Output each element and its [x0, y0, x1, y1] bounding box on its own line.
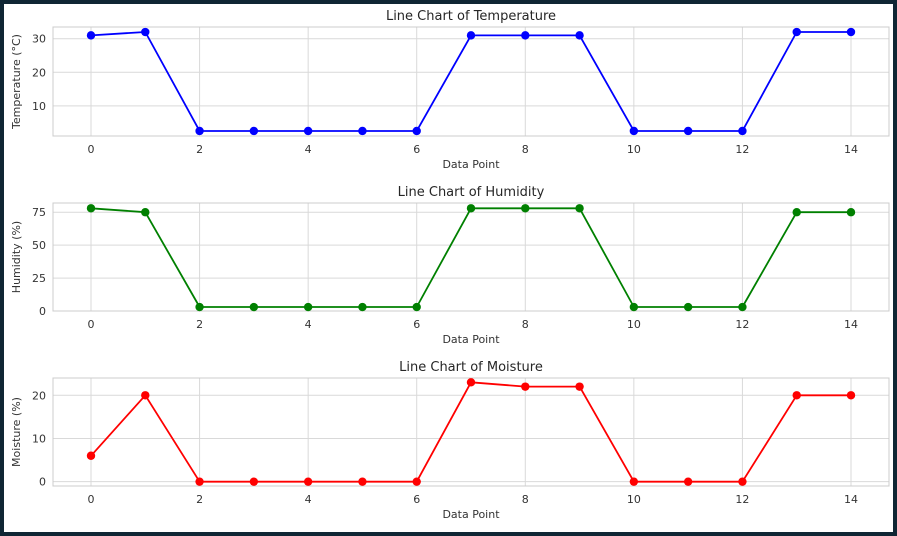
data-point	[303, 477, 313, 486]
data-point	[466, 31, 476, 40]
x-tick-label: 10	[627, 493, 641, 506]
subplot-temperature: 0 2 4 6 8 10 12 14 10 20 30 Line Chart of Temperatu…	[10, 9, 890, 171]
data-point	[629, 126, 639, 136]
data-point	[846, 208, 856, 217]
x-tick-label: 2	[196, 493, 203, 506]
data-point	[683, 302, 693, 312]
data-point	[141, 391, 150, 400]
y-tick-label: 30	[32, 33, 46, 46]
figure: 0 2 4 6 8 10 12 14 10 20 30 Line Chart of Temperatu…	[4, 4, 893, 532]
data-point	[358, 477, 367, 486]
x-tick-label: 12	[735, 143, 749, 156]
subplot-moisture: 0 2 4 6 8 10 12 14 0 10 20 Line Chart of Moisture Da…	[10, 360, 890, 521]
chart-title: Line Chart of Moisture	[399, 360, 543, 375]
plot-frame	[52, 26, 890, 137]
data-point	[86, 451, 96, 460]
x-tick-label: 0	[88, 493, 95, 506]
data-point	[412, 477, 421, 486]
data-point	[141, 208, 150, 217]
x-tick-label: 4	[305, 143, 312, 156]
data-point	[738, 126, 747, 136]
data-point	[521, 382, 530, 391]
data-point	[303, 126, 313, 136]
x-tick-label: 8	[522, 318, 529, 331]
x-tick-label: 0	[88, 143, 95, 156]
data-point	[738, 302, 747, 312]
data-point	[466, 204, 476, 213]
x-tick-label: 0	[88, 318, 95, 331]
plot-area-moisture	[53, 378, 889, 486]
chart-title: Line Chart of Temperature	[386, 9, 556, 24]
data-point	[412, 302, 421, 312]
x-axis-label: Data Point	[442, 333, 500, 346]
y-tick-label: 20	[32, 389, 46, 402]
data-point	[141, 27, 150, 37]
y-axis-label: Humidity (%)	[10, 221, 23, 293]
x-tick-label: 2	[196, 143, 203, 156]
x-tick-label: 14	[844, 493, 858, 506]
data-point	[683, 126, 693, 136]
data-point	[846, 27, 856, 37]
data-point	[195, 477, 204, 486]
y-tick-label: 75	[32, 206, 46, 219]
x-axis-label: Data Point	[442, 158, 500, 171]
data-point	[86, 31, 96, 40]
x-tick-label: 8	[522, 143, 529, 156]
x-tick-label: 6	[413, 143, 420, 156]
data-point	[249, 302, 259, 312]
data-point	[792, 208, 801, 217]
x-tick-label: 6	[413, 318, 420, 331]
x-tick-label: 2	[196, 318, 203, 331]
subplot-humidity: 0 2 4 6 8 10 12 14 0 25 50 75 Line Chart of Humidity…	[10, 185, 890, 346]
x-axis-label: Data Point	[442, 508, 500, 521]
x-tick-label: 10	[627, 143, 641, 156]
x-tick-label: 12	[735, 493, 749, 506]
data-point	[575, 382, 584, 391]
data-point	[792, 391, 801, 400]
data-point	[195, 302, 204, 312]
data-point	[86, 204, 96, 213]
data-point	[683, 477, 693, 486]
x-tick-label: 12	[735, 318, 749, 331]
x-tick-label: 14	[844, 143, 858, 156]
plot-area-humidity	[53, 203, 889, 311]
data-point	[629, 302, 639, 312]
y-tick-label: 10	[32, 100, 46, 113]
y-tick-label: 20	[32, 66, 46, 79]
plot-area-temperature	[53, 27, 889, 136]
x-tick-label: 10	[627, 318, 641, 331]
data-point	[846, 391, 856, 400]
data-point	[521, 204, 530, 213]
x-tick-label: 6	[413, 493, 420, 506]
data-point	[358, 302, 367, 312]
x-tick-label: 4	[305, 318, 312, 331]
data-point	[303, 302, 313, 312]
y-tick-label: 0	[39, 305, 46, 318]
x-tick-label: 4	[305, 493, 312, 506]
data-point	[629, 477, 639, 486]
y-tick-label: 25	[32, 272, 46, 285]
data-point	[792, 27, 801, 37]
data-point	[575, 31, 584, 40]
data-point	[249, 126, 259, 136]
y-tick-label: 50	[32, 239, 46, 252]
data-point	[195, 126, 204, 136]
data-point	[412, 126, 421, 136]
data-point	[738, 477, 747, 486]
data-point	[466, 378, 476, 387]
data-point	[521, 31, 530, 40]
y-axis-label: Moisture (%)	[10, 397, 23, 467]
y-axis-label: Temperature (°C)	[10, 34, 23, 130]
plot-frame	[52, 377, 890, 487]
data-point	[249, 477, 259, 486]
x-tick-label: 14	[844, 318, 858, 331]
y-tick-label: 10	[32, 432, 46, 445]
chart-title: Line Chart of Humidity	[398, 185, 545, 200]
x-tick-label: 8	[522, 493, 529, 506]
y-tick-label: 0	[39, 476, 46, 489]
plot-frame	[52, 202, 890, 312]
data-point	[575, 204, 584, 213]
data-point	[358, 126, 367, 136]
